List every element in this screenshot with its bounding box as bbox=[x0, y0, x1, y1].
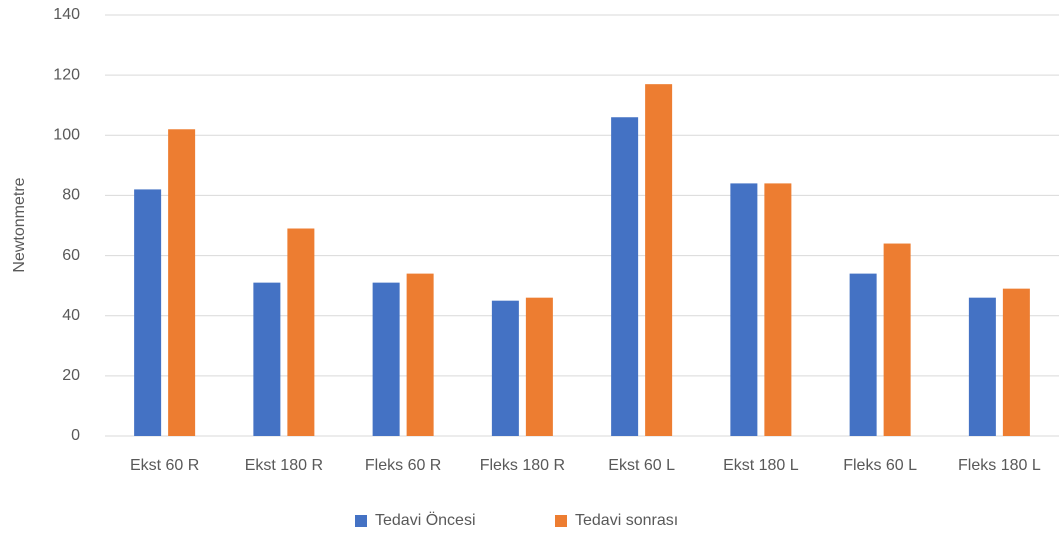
y-tick-label: 140 bbox=[53, 6, 80, 23]
x-tick-label: Ekst 180 R bbox=[245, 457, 323, 474]
x-tick-label: Fleks 60 R bbox=[365, 457, 441, 474]
bar bbox=[849, 273, 877, 436]
y-tick-label: 40 bbox=[62, 307, 80, 324]
y-tick-label: 80 bbox=[62, 187, 80, 204]
bar bbox=[134, 189, 162, 436]
legend-label: Tedavi sonrası bbox=[575, 512, 678, 529]
bar bbox=[406, 273, 434, 436]
bar bbox=[168, 129, 196, 436]
bar bbox=[730, 183, 758, 436]
bar bbox=[1002, 288, 1030, 436]
y-tick-label: 120 bbox=[53, 66, 80, 83]
y-tick-label: 0 bbox=[71, 427, 80, 444]
y-tick-label: 60 bbox=[62, 247, 80, 264]
bar bbox=[764, 183, 792, 436]
x-tick-label: Ekst 60 L bbox=[608, 457, 675, 474]
x-tick-label: Fleks 180 R bbox=[480, 457, 565, 474]
x-tick-label: Fleks 180 L bbox=[958, 457, 1041, 474]
bar bbox=[968, 297, 996, 436]
x-tick-label: Fleks 60 L bbox=[843, 457, 917, 474]
y-tick-label: 20 bbox=[62, 367, 80, 384]
bar bbox=[611, 117, 639, 436]
y-axis-label: Newtonmetre bbox=[11, 177, 28, 272]
y-tick-label: 100 bbox=[53, 127, 80, 144]
legend-swatch bbox=[555, 515, 567, 527]
bar bbox=[491, 300, 519, 436]
legend-swatch bbox=[355, 515, 367, 527]
bar bbox=[645, 84, 673, 437]
x-tick-label: Ekst 60 R bbox=[130, 457, 199, 474]
bar bbox=[287, 228, 315, 436]
bar bbox=[883, 243, 911, 436]
x-tick-label: Ekst 180 L bbox=[723, 457, 799, 474]
legend-label: Tedavi Öncesi bbox=[375, 511, 476, 529]
bar bbox=[253, 282, 281, 436]
bar bbox=[372, 282, 400, 436]
bar bbox=[525, 297, 553, 436]
